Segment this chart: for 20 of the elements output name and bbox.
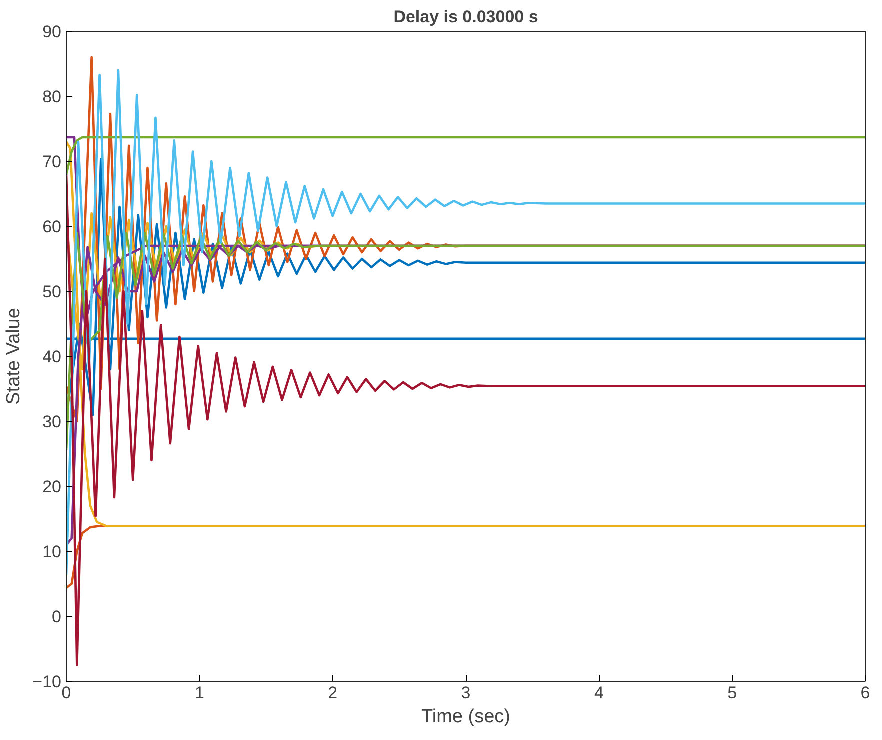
y-tick-label: 50: [42, 282, 62, 302]
y-tick-label: 80: [42, 88, 62, 106]
x-axis-title: Time (sec): [421, 706, 511, 728]
y-tick-label: 70: [42, 152, 62, 172]
y-tick-label: 0: [52, 608, 62, 626]
y-tick-label: 30: [42, 412, 62, 432]
y-tick-label: 90: [42, 22, 62, 42]
chart-title: Delay is 0.03000 s: [394, 8, 538, 26]
y-tick-label: 20: [42, 478, 62, 496]
x-tick-label: 4: [594, 684, 604, 702]
x-tick-label: 5: [728, 684, 738, 702]
y-tick-label: 40: [42, 348, 62, 366]
y-tick-label: −10: [32, 672, 62, 692]
x-tick-label: 6: [860, 684, 870, 702]
y-tick-label: 60: [42, 218, 62, 236]
x-tick-label: 3: [461, 684, 471, 702]
x-tick-label: 1: [194, 684, 204, 702]
y-axis-title: State Value: [4, 308, 25, 405]
x-tick-label: 2: [328, 684, 338, 702]
y-tick-label: 10: [42, 542, 62, 562]
